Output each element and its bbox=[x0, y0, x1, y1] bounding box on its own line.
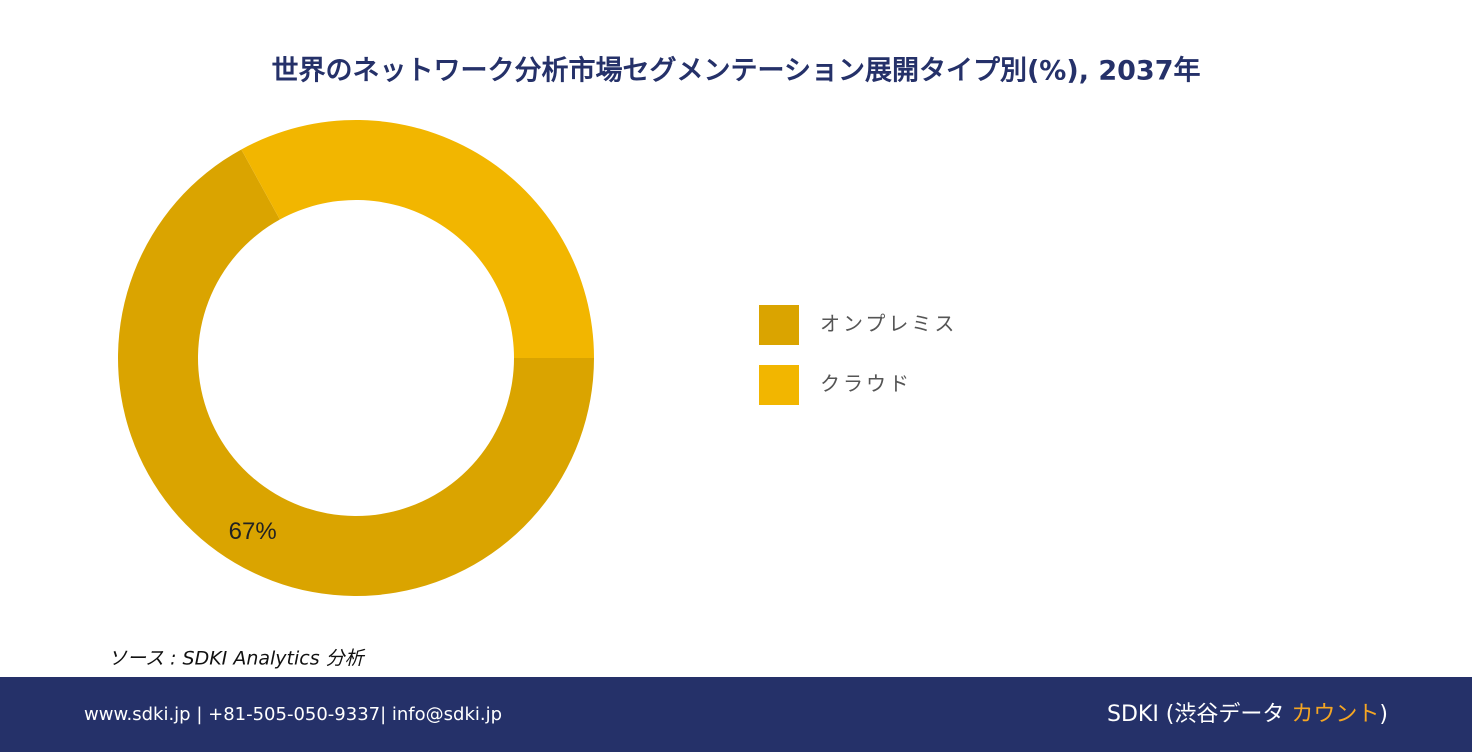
footer-brand: SDKI (渋谷データ カウント) bbox=[1107, 702, 1388, 727]
source: ソース : SDKI Analytics 分析 bbox=[108, 648, 366, 670]
chart-title: 世界のネットワーク分析市場セグメンテーション展開タイプ別(%), 2037年 bbox=[272, 55, 1201, 87]
legend-label: オンプレミス bbox=[820, 312, 957, 336]
brand: SDKI (渋谷データ bbox=[1107, 702, 1284, 727]
brand-accent: カウント bbox=[1291, 702, 1379, 727]
legend-swatch bbox=[759, 305, 799, 345]
footer-band bbox=[0, 677, 1472, 752]
legend-label: クラウド bbox=[820, 372, 912, 396]
footer-contact: www.sdki.jp | +81-505-050-9337| info@sdk… bbox=[84, 704, 502, 725]
donut: 67% bbox=[118, 120, 594, 596]
brand-end: ) bbox=[1379, 702, 1388, 727]
slice bbox=[241, 120, 594, 358]
value-label: 67% bbox=[229, 518, 277, 545]
legend-swatch bbox=[759, 365, 799, 405]
slice bbox=[118, 149, 594, 596]
